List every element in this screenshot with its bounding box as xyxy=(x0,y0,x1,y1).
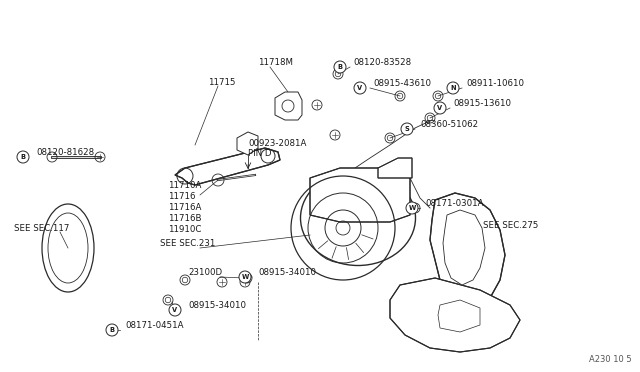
Text: PIN D: PIN D xyxy=(248,149,271,158)
Circle shape xyxy=(406,202,418,214)
Text: 08915-13610: 08915-13610 xyxy=(453,99,511,108)
Text: 08360-51062: 08360-51062 xyxy=(420,120,478,129)
Text: 11716B: 11716B xyxy=(168,214,202,223)
Text: SEE SEC.275: SEE SEC.275 xyxy=(483,221,538,230)
Text: B: B xyxy=(109,327,115,333)
Text: 11710A: 11710A xyxy=(168,181,202,190)
Text: 23100D: 23100D xyxy=(188,268,222,277)
Text: B: B xyxy=(337,64,342,70)
Text: V: V xyxy=(172,307,177,313)
Circle shape xyxy=(239,271,251,283)
Text: 08120-83528: 08120-83528 xyxy=(353,58,411,67)
Polygon shape xyxy=(275,92,302,120)
Text: W: W xyxy=(241,274,248,280)
Text: B: B xyxy=(20,154,26,160)
Polygon shape xyxy=(430,193,505,308)
Text: 08120-81628: 08120-81628 xyxy=(36,148,94,157)
Text: 11716A: 11716A xyxy=(168,203,202,212)
Text: SEE SEC.117: SEE SEC.117 xyxy=(14,224,69,233)
Text: 11715: 11715 xyxy=(208,78,236,87)
Circle shape xyxy=(434,102,446,114)
Text: 08915-34010: 08915-34010 xyxy=(258,268,316,277)
Text: S: S xyxy=(404,126,410,132)
Circle shape xyxy=(401,123,413,135)
Text: V: V xyxy=(437,105,443,111)
Circle shape xyxy=(106,324,118,336)
Polygon shape xyxy=(237,132,258,155)
Polygon shape xyxy=(443,210,485,285)
Text: A230 10 5: A230 10 5 xyxy=(589,355,632,364)
Text: 08171-0301A: 08171-0301A xyxy=(425,199,483,208)
Circle shape xyxy=(17,151,29,163)
Text: 08171-0451A: 08171-0451A xyxy=(125,321,184,330)
Text: 11718M: 11718M xyxy=(258,58,293,67)
Text: V: V xyxy=(357,85,363,91)
Text: N: N xyxy=(450,85,456,91)
Text: 08915-43610: 08915-43610 xyxy=(373,79,431,88)
Text: 11716: 11716 xyxy=(168,192,195,201)
Circle shape xyxy=(447,82,459,94)
Polygon shape xyxy=(310,168,410,222)
Polygon shape xyxy=(175,148,280,185)
Text: W: W xyxy=(408,205,415,211)
Text: 00923-2081A: 00923-2081A xyxy=(248,139,307,148)
Text: 11910C: 11910C xyxy=(168,225,202,234)
Circle shape xyxy=(354,82,366,94)
Text: SEE SEC.231: SEE SEC.231 xyxy=(160,239,216,248)
Polygon shape xyxy=(378,158,412,178)
Text: 08915-34010: 08915-34010 xyxy=(188,301,246,310)
Polygon shape xyxy=(390,278,520,352)
Circle shape xyxy=(334,61,346,73)
Circle shape xyxy=(169,304,181,316)
Text: 08911-10610: 08911-10610 xyxy=(466,79,524,88)
